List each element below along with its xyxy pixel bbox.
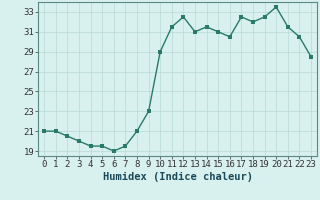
X-axis label: Humidex (Indice chaleur): Humidex (Indice chaleur) bbox=[103, 172, 252, 182]
